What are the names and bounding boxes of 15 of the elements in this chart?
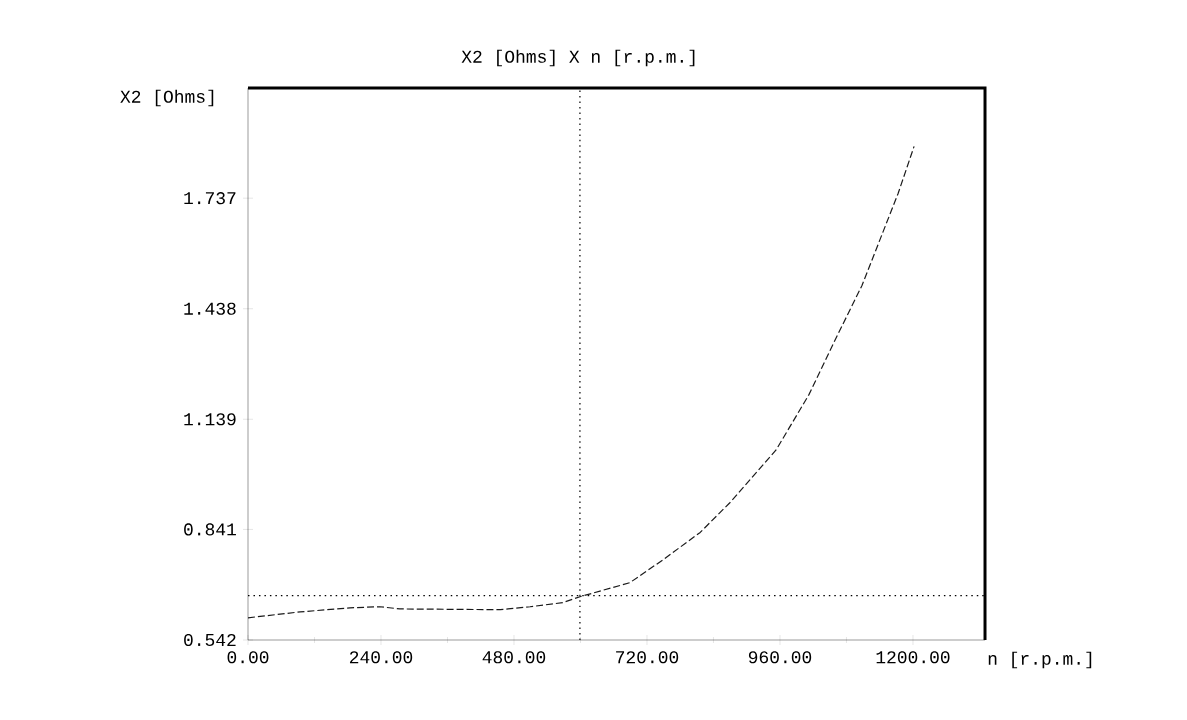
y-axis-title: X2 [Ohms]: [120, 89, 214, 107]
line-series: [247, 145, 915, 619]
chart-title: X2 [Ohms] X n [r.p.m.]: [461, 49, 695, 67]
y-tick-label: 1.438: [184, 302, 236, 315]
y-tick-label: 0.542: [184, 633, 236, 647]
x-tick-label: 720.00: [616, 651, 679, 664]
x-tick-label: 0.00: [227, 651, 269, 664]
x-axis-title: n [r.p.m.]: [988, 651, 1092, 669]
x-tick-label: 1200.00: [876, 651, 950, 664]
x-tick-label: 240.00: [349, 651, 413, 664]
y-tick-label: 1.139: [184, 413, 236, 426]
x-tick-label: 480.00: [482, 651, 546, 664]
y-tick-label: 1.737: [184, 192, 236, 205]
y-tick-label: 0.841: [184, 523, 236, 536]
x-tick-label: 960.00: [748, 651, 812, 664]
